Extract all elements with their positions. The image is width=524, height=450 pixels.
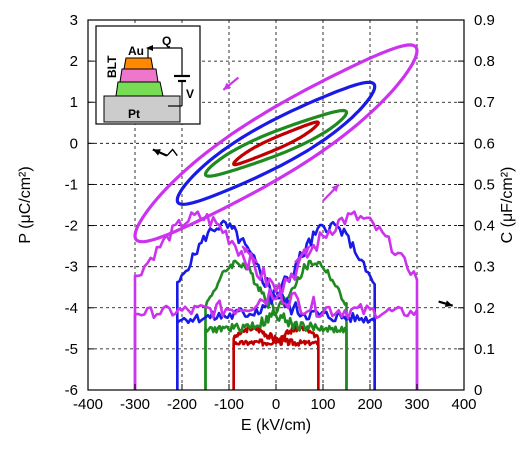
y-left-tick-label: -4 (65, 300, 78, 317)
y-left-tick-label: -2 (65, 218, 78, 235)
inset-label-q: Q (162, 34, 171, 48)
hysteresis-loop-4 (133, 43, 419, 244)
y-left-tick-labels: -6 -5 -4 -3 -2 -1 0 1 2 3 (65, 12, 78, 399)
y-right-tick-label: 0.1 (474, 341, 495, 358)
pointer-left-arrow-head (152, 149, 161, 156)
x-tick-label: 400 (451, 396, 476, 413)
capacitance-curve-4-a (133, 210, 419, 390)
y-right-tick-label: 0 (474, 382, 482, 399)
y-right-tick-label: 0.3 (474, 259, 495, 276)
y-right-tick-label: 0.8 (474, 53, 495, 70)
capacitance-curve-2-b (204, 259, 348, 390)
y-right-axis-title: C (μF/cm²) (499, 167, 516, 244)
y-right-tick-label: 0.9 (474, 12, 495, 29)
y-right-tick-labels: 0 0.1 0.2 0.3 0.4 0.5 0.6 0.7 0.8 0.9 (474, 12, 495, 399)
inset-label-pt: Pt (128, 107, 140, 121)
pointer-right-arrow-head (444, 300, 453, 308)
x-tick-label: 200 (357, 396, 382, 413)
sweep-arrow-c-left-head (242, 246, 250, 254)
blt-layer-green (115, 81, 164, 97)
x-tick-label: 300 (404, 396, 429, 413)
y-right-tick-label: 0.4 (474, 218, 495, 235)
sweep-arrow-lower-head (331, 184, 339, 193)
y-left-tick-label: 2 (70, 53, 78, 70)
device-schematic-inset: Q V Au Pt BLT (95, 25, 201, 125)
x-tick-label: 100 (310, 396, 335, 413)
x-tick-label: -200 (167, 396, 197, 413)
capacitance-curves (133, 210, 419, 390)
capacitance-curve-4-b (133, 210, 419, 390)
y-left-tick-label: -6 (65, 382, 78, 399)
y-right-tick-label: 0.6 (474, 135, 495, 152)
x-tick-label: -100 (214, 396, 244, 413)
sweep-arrows (152, 76, 454, 308)
y-right-tick-label: 0.5 (474, 176, 495, 193)
y-left-tick-label: 0 (70, 135, 78, 152)
hysteresis-loops (133, 43, 419, 244)
y-right-tick-label: 0.2 (474, 300, 495, 317)
y-left-tick-label: -3 (65, 259, 78, 276)
x-axis-title: E (kV/cm) (241, 417, 311, 434)
y-left-axis-title: P (μC/cm²) (17, 166, 34, 243)
sweep-arrow-upper-head (223, 82, 232, 90)
blt-layer-pink (119, 68, 159, 83)
pointer-to-left-axis (166, 148, 178, 157)
x-tick-label: 0 (272, 396, 280, 413)
inset-label-blt: BLT (105, 55, 119, 78)
hysteresis-loop-1 (232, 120, 320, 167)
x-tick-labels: -400 -300 -200 -100 0 100 200 300 400 (73, 396, 477, 413)
x-tick-label: -400 (73, 396, 103, 413)
hysteresis-loop-3 (175, 80, 377, 206)
inset-label-au: Au (128, 44, 144, 58)
capacitance-curve-2-a (204, 259, 348, 390)
axis-ticks (87, 19, 465, 391)
sweep-arrow-c-right-head (302, 246, 310, 254)
au-electrode (123, 57, 154, 70)
y-right-tick-label: 0.7 (474, 94, 495, 111)
y-left-tick-label: -5 (65, 341, 78, 358)
inset-label-v: V (186, 87, 194, 101)
x-tick-label: -300 (120, 396, 150, 413)
wire-arrow (146, 45, 153, 51)
y-left-tick-label: -1 (65, 176, 78, 193)
hysteresis-loop-2 (203, 108, 349, 178)
y-left-tick-label: 3 (70, 12, 78, 29)
y-left-tick-label: 1 (70, 94, 78, 111)
pt-electrode (103, 95, 181, 123)
